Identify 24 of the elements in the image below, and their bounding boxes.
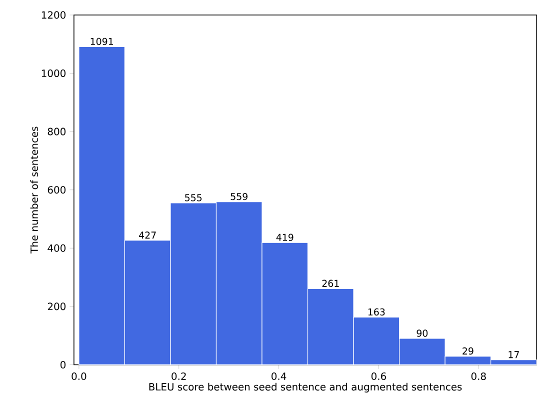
x-tick-label: 0.2 bbox=[172, 372, 186, 380]
x-tick-label: 0.0 bbox=[72, 372, 86, 380]
y-tick-label: 600 bbox=[48, 186, 66, 194]
x-tick-label: 0.6 bbox=[371, 372, 386, 380]
y-tick-label: 1200 bbox=[42, 11, 66, 19]
x-tick-label: 0.4 bbox=[272, 372, 286, 380]
x-axis-title: BLEU score between seed sentence and augmented sentences bbox=[149, 383, 462, 393]
y-tick-label: 1000 bbox=[42, 70, 66, 78]
data-label: 427 bbox=[139, 232, 156, 239]
y-tick-label: 200 bbox=[48, 302, 66, 310]
data-label: 261 bbox=[322, 280, 339, 288]
data-label: 419 bbox=[276, 234, 294, 242]
data-label: 163 bbox=[368, 308, 385, 316]
data-label: 29 bbox=[462, 348, 474, 355]
x-tick-label: 0.8 bbox=[471, 372, 486, 380]
data-label: 1091 bbox=[90, 38, 113, 46]
y-tick-label: 400 bbox=[48, 244, 66, 252]
y-tick-label: 0 bbox=[60, 361, 66, 369]
data-label: 90 bbox=[416, 330, 428, 337]
y-axis-title: The number of sentences bbox=[30, 126, 38, 254]
data-label: 555 bbox=[185, 194, 202, 202]
y-tick-label: 800 bbox=[48, 128, 66, 136]
data-label: 559 bbox=[230, 193, 248, 200]
data-label: 17 bbox=[508, 351, 519, 358]
